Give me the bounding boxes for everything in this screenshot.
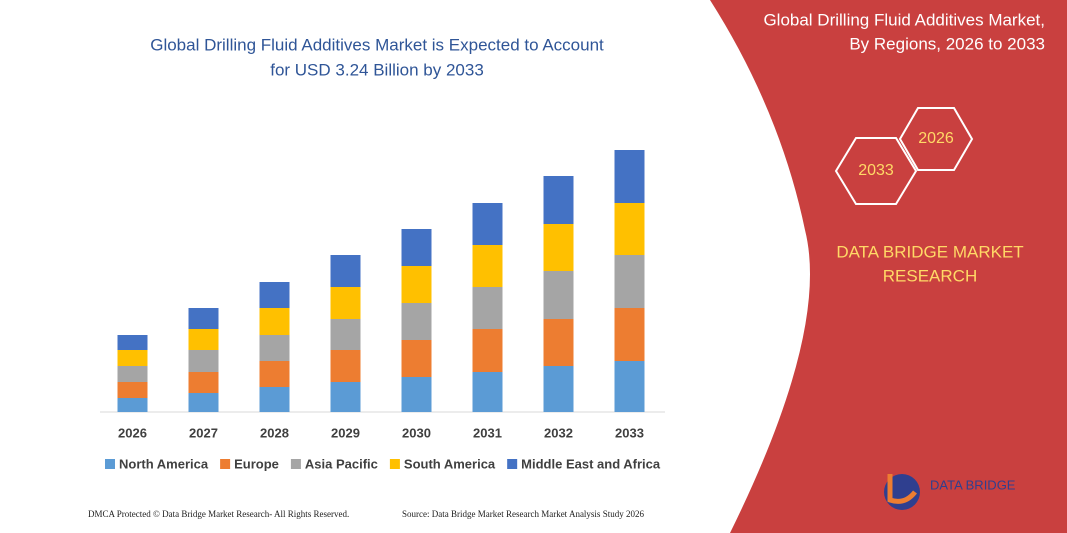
x-tick-label: 2028: [260, 425, 289, 440]
hexagon: [898, 107, 974, 171]
bar-segment: [614, 203, 645, 255]
bar-segment: [543, 224, 574, 271]
bar-segment: [330, 382, 361, 412]
bar-segment: [614, 361, 645, 412]
bar-segment: [614, 255, 645, 308]
x-tick-label: 2029: [331, 425, 360, 440]
legend-label: North America: [119, 456, 209, 471]
red-panel: [710, 0, 1067, 533]
x-tick-label: 2033: [615, 425, 644, 440]
bar-segment: [401, 377, 432, 412]
bar-segment: [401, 229, 432, 266]
legend-swatch: [389, 459, 400, 469]
bar-segment: [472, 372, 503, 412]
bar-segment: [401, 303, 432, 340]
footer-text: DMCA Protected © Data Bridge Market Rese…: [88, 509, 349, 519]
bar-segment: [543, 271, 574, 319]
bar-segment: [117, 398, 148, 412]
x-tick-label: 2027: [189, 425, 218, 440]
bar-segment: [117, 366, 148, 382]
hex-label: 2033: [858, 162, 894, 179]
bar-segment: [330, 287, 361, 319]
chart-title: Global Drilling Fluid Additives Market i…: [150, 35, 604, 54]
panel-title: Global Drilling Fluid Additives Market,: [763, 10, 1045, 29]
x-tick-label: 2030: [402, 425, 431, 440]
bar-segment: [259, 308, 290, 335]
bar-segment: [401, 266, 432, 303]
bar-segment: [188, 350, 219, 372]
legend-swatch: [290, 459, 301, 469]
bar-segment: [401, 340, 432, 377]
bar-segment: [330, 255, 361, 287]
bar-segment: [614, 308, 645, 361]
brand-text: DATA BRIDGE MARKET: [836, 242, 1023, 261]
bar-segment: [472, 329, 503, 372]
legend-label: Europe: [234, 456, 279, 471]
bar-segment: [259, 282, 290, 308]
bar-segment: [117, 382, 148, 398]
bar-segment: [330, 319, 361, 350]
x-tick-label: 2026: [118, 425, 147, 440]
bar-segment: [330, 350, 361, 382]
x-tick-label: 2032: [544, 425, 573, 440]
bar-segment: [188, 393, 219, 412]
chart-subtitle: for USD 3.24 Billion by 2033: [270, 60, 484, 79]
hexagon: [834, 137, 918, 205]
bar-segment: [188, 329, 219, 350]
bar-segment: [117, 335, 148, 350]
panel-title: By Regions, 2026 to 2033: [849, 34, 1045, 53]
bar-segment: [259, 387, 290, 412]
logo-text: DATA BRIDGE: [930, 477, 1016, 492]
legend-label: Asia Pacific: [305, 456, 378, 471]
bar-segment: [472, 203, 503, 245]
bar-segment: [543, 319, 574, 366]
bar-segment: [614, 150, 645, 203]
bar-segment: [543, 176, 574, 224]
x-tick-label: 2031: [473, 425, 502, 440]
brand-text: RESEARCH: [883, 266, 977, 285]
hex-label: 2026: [918, 130, 954, 147]
legend-swatch: [507, 459, 518, 469]
bar-segment: [259, 361, 290, 387]
bar-segment: [543, 366, 574, 412]
bar-segment: [472, 245, 503, 287]
bar-segment: [188, 308, 219, 329]
legend-swatch: [105, 459, 115, 469]
legend-label: Middle East and Africa: [521, 456, 661, 471]
bar-segment: [259, 335, 290, 361]
bar-segment: [472, 287, 503, 329]
bar-segment: [188, 372, 219, 393]
legend-label: South America: [404, 456, 496, 471]
legend-swatch: [220, 459, 231, 469]
footer-text: Source: Data Bridge Market Research Mark…: [402, 509, 644, 519]
bar-segment: [117, 350, 148, 366]
logo-mark: [887, 474, 917, 504]
